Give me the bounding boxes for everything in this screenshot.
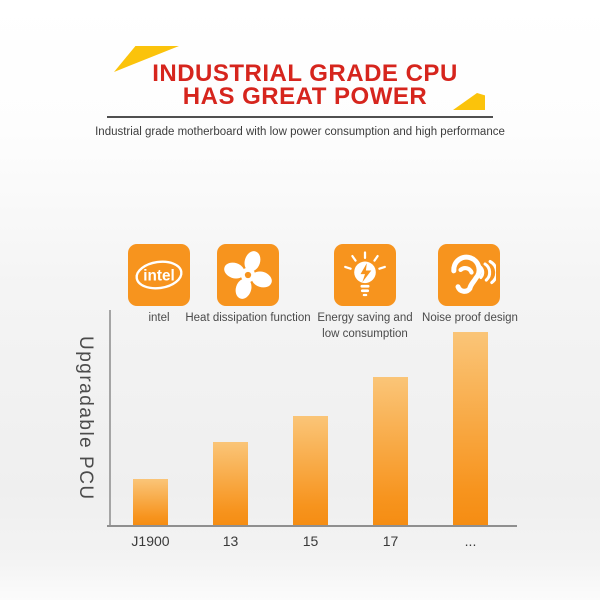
x-tick-label: ... [464,533,477,549]
bar-...: ... [453,332,488,549]
caption-line: Energy saving and [317,312,413,324]
x-tick-label: 17 [382,533,399,549]
intel-logo-icon: intel [128,244,190,306]
caption-line: low consumption [322,328,408,340]
page-subtitle: Industrial grade motherboard with low po… [95,126,505,138]
bar-17: 17 [373,377,408,549]
fan-glyph [224,251,272,299]
ear-glyph [451,254,496,294]
x-axis-line [107,525,517,527]
page-title-line1: INDUSTRIAL GRADE CPU [152,60,458,87]
x-tick-label: J1900 [131,533,170,549]
page-title-line2: HAS GREAT POWER [182,83,428,110]
caption-line: Heat dissipation function [185,312,311,324]
feature-caption-noise: Noise proof design [385,310,555,326]
ear-sound-waves-icon [438,244,500,306]
lightbulb-glyph [344,251,386,297]
bar-13: 13 [213,442,248,549]
feature-caption-heat: Heat dissipation function [163,310,333,326]
intel-logo-glyph: intel [135,260,183,290]
fan-icon [217,244,279,306]
bar-J1900: J1900 [131,479,170,549]
svg-text:intel: intel [143,267,174,284]
y-axis-label: Upgradable PCU [75,336,96,501]
feature-caption-energy: Energy saving and low consumption [280,310,450,342]
x-tick-label: 13 [222,533,239,549]
lightbulb-icon [334,244,396,306]
page-title: INDUSTRIAL GRADE CPU HAS GREAT POWER [5,60,600,110]
caption-line: intel [148,312,170,324]
x-tick-label: 15 [302,533,319,549]
bar-15: 15 [293,416,328,549]
bar-group: J1900 13 15 17... [110,309,517,549]
caption-line: Noise proof design [422,312,518,324]
y-axis-line [109,310,111,526]
title-divider-line [107,116,493,118]
feature-caption-intel: intel [74,310,244,326]
